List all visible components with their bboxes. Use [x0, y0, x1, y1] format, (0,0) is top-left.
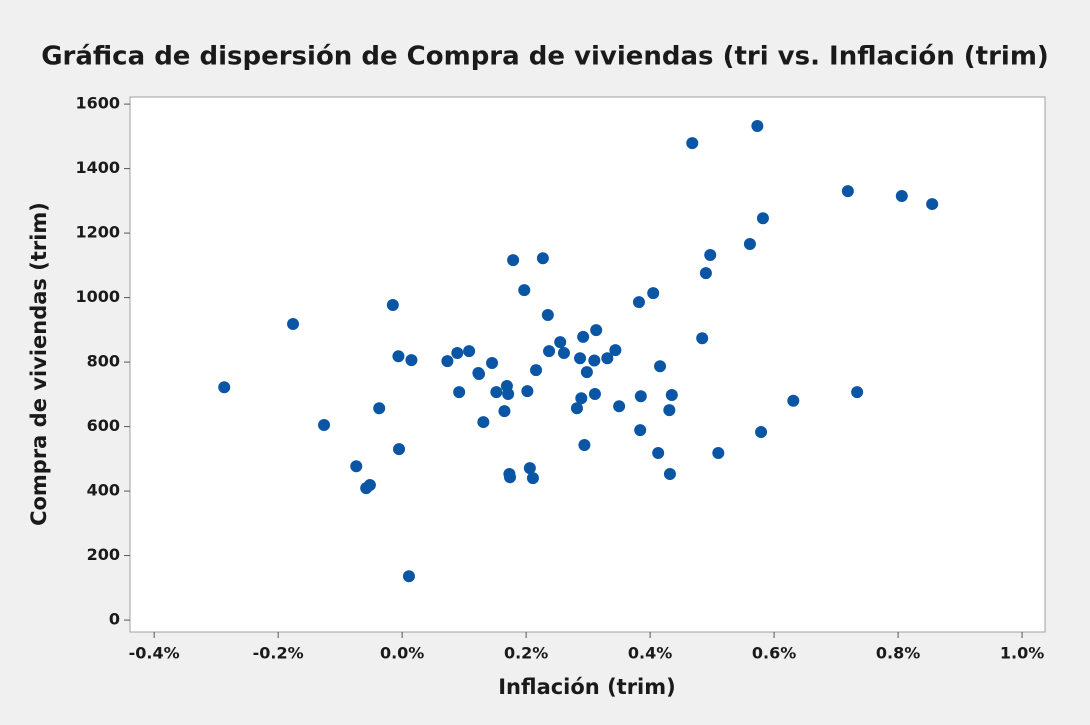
- point: [363, 478, 376, 491]
- y-tick-label: 400: [87, 481, 120, 500]
- point: [373, 402, 386, 415]
- point: [699, 267, 712, 280]
- x-tick-label: 0.8%: [876, 644, 920, 663]
- point: [557, 347, 570, 360]
- point: [477, 416, 490, 429]
- y-axis-label: Compra de viviendas (trim): [27, 202, 51, 526]
- point: [402, 570, 415, 583]
- point: [504, 471, 517, 484]
- point: [575, 392, 588, 405]
- point: [647, 287, 660, 300]
- y-tick-label: 200: [87, 545, 120, 564]
- point: [580, 366, 593, 379]
- point: [536, 252, 549, 265]
- point: [712, 447, 725, 460]
- point: [634, 390, 647, 403]
- point: [588, 388, 601, 401]
- point: [570, 402, 583, 415]
- y-tick-label: 1200: [75, 223, 120, 242]
- point: [652, 447, 665, 460]
- point: [632, 296, 645, 309]
- point: [665, 388, 678, 401]
- point: [518, 284, 531, 297]
- point: [601, 352, 614, 365]
- point: [393, 443, 406, 456]
- chart-title: Gráfica de dispersión de Compra de vivie…: [41, 42, 1049, 72]
- point: [686, 137, 699, 150]
- point: [530, 364, 543, 377]
- point: [507, 254, 520, 267]
- x-tick-label: 0.2%: [504, 644, 548, 663]
- point: [841, 185, 854, 198]
- x-tick-label: 0.4%: [628, 644, 672, 663]
- point: [926, 198, 939, 211]
- point: [392, 350, 405, 363]
- point: [851, 386, 864, 399]
- point: [696, 332, 709, 345]
- point: [574, 352, 587, 365]
- point: [787, 394, 800, 407]
- point: [895, 190, 908, 203]
- point: [451, 347, 464, 360]
- point: [526, 472, 539, 485]
- point: [590, 324, 603, 337]
- point: [405, 354, 418, 367]
- y-tick-label: 600: [87, 416, 120, 435]
- point: [287, 318, 300, 331]
- y-tick-label: 1000: [75, 287, 120, 306]
- x-tick-label: 1.0%: [1000, 644, 1044, 663]
- y-tick-label: 1400: [75, 158, 120, 177]
- point: [751, 120, 764, 133]
- y-tick-label: 800: [87, 352, 120, 371]
- point: [704, 249, 717, 262]
- x-tick-label: -0.2%: [253, 644, 304, 663]
- point: [743, 238, 756, 251]
- point: [502, 388, 515, 401]
- point: [634, 424, 647, 437]
- point: [577, 330, 590, 343]
- point: [663, 404, 676, 417]
- point: [756, 212, 769, 225]
- point: [755, 426, 768, 439]
- x-tick-label: -0.4%: [129, 644, 180, 663]
- point: [386, 299, 399, 312]
- point: [609, 344, 622, 357]
- point: [490, 386, 503, 399]
- plot-area: [129, 96, 1046, 633]
- point: [523, 462, 536, 475]
- point: [554, 336, 567, 349]
- point: [663, 467, 676, 480]
- point: [654, 360, 667, 373]
- point: [486, 357, 499, 370]
- point: [473, 368, 486, 381]
- x-tick-label: 0.0%: [380, 644, 424, 663]
- point: [453, 386, 466, 399]
- point: [350, 460, 363, 473]
- point: [588, 354, 601, 367]
- point: [543, 345, 556, 358]
- x-axis-label: Inflación (trim): [498, 675, 676, 699]
- point: [521, 385, 534, 398]
- point: [613, 400, 626, 413]
- y-tick-label: 1600: [75, 94, 120, 113]
- y-tick-label: 0: [109, 610, 120, 629]
- point: [318, 418, 331, 431]
- point: [218, 381, 231, 394]
- point: [441, 355, 454, 368]
- point: [463, 345, 476, 358]
- point: [578, 438, 591, 451]
- point: [498, 405, 511, 418]
- x-tick-label: 0.6%: [752, 644, 796, 663]
- point: [541, 308, 554, 321]
